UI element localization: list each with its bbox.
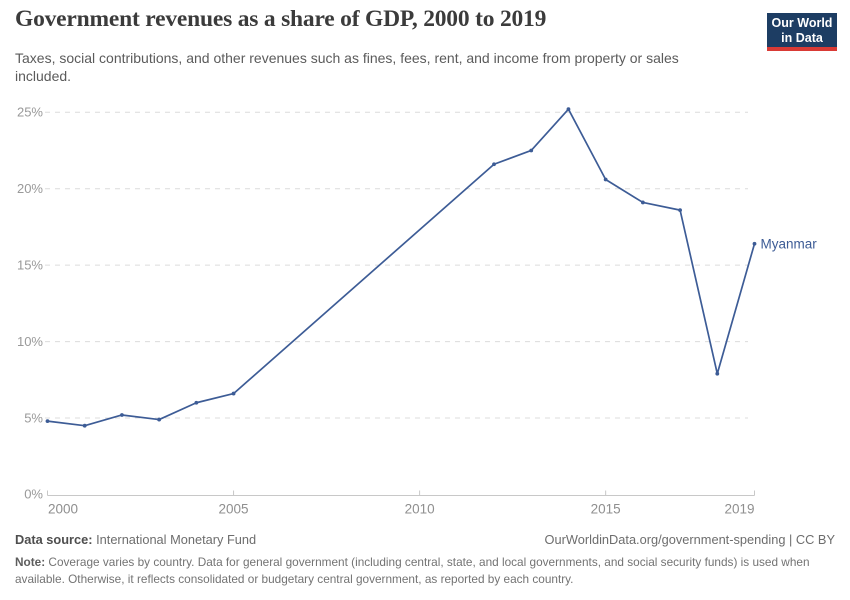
owid-logo: Our World in Data — [767, 13, 837, 51]
data-point-marker-Myanmar-2019[interactable] — [752, 241, 757, 246]
data-source-label: Data source: — [15, 532, 93, 547]
owid-logo-line2: in Data — [781, 30, 823, 45]
footer-note-label: Note: — [15, 555, 46, 569]
data-point-marker-Myanmar-2000[interactable] — [45, 419, 50, 424]
y-tick-label-10%: 10% — [17, 334, 43, 349]
x-tick-label-2000: 2000 — [48, 502, 78, 517]
y-tick-label-0%: 0% — [24, 487, 43, 502]
data-point-marker-Myanmar-2016[interactable] — [640, 200, 645, 205]
x-tick-label-2005: 2005 — [219, 502, 249, 517]
series-line-Myanmar[interactable] — [46, 108, 756, 427]
data-point-marker-Myanmar-2013[interactable] — [529, 148, 534, 153]
data-source: Data source: International Monetary Fund — [15, 532, 256, 547]
license-link[interactable]: OurWorldinData.org/government-spending |… — [544, 532, 835, 547]
footer-note-text: Coverage varies by country. Data for gen… — [15, 555, 810, 586]
data-point-marker-Myanmar-2014[interactable] — [566, 107, 571, 112]
data-point-marker-Myanmar-2003[interactable] — [157, 417, 162, 422]
y-tick-label-15%: 15% — [17, 257, 43, 272]
x-tick-label-2010: 2010 — [405, 502, 435, 517]
y-tick-label-25%: 25% — [17, 104, 43, 119]
x-tick-label-2019: 2019 — [724, 502, 754, 517]
footer-source-row: Data source: International Monetary Fund… — [15, 532, 835, 547]
data-point-marker-Myanmar-2001[interactable] — [82, 423, 87, 428]
owid-logo-line1: Our World — [771, 16, 833, 30]
x-tick-label-2015: 2015 — [591, 502, 621, 517]
y-tick-label-20%: 20% — [17, 181, 43, 196]
chart-subtitle: Taxes, social contributions, and other r… — [15, 50, 679, 85]
data-point-marker-Myanmar-2002[interactable] — [120, 413, 124, 417]
data-point-marker-Myanmar-2005[interactable] — [231, 391, 236, 396]
data-point-marker-Myanmar-2012[interactable] — [492, 162, 496, 167]
footer-note: Note: Coverage varies by country. Data f… — [15, 554, 834, 588]
data-point-marker-Myanmar-2004[interactable] — [194, 400, 199, 405]
page-title: Government revenues as a share of GDP, 2… — [15, 6, 547, 32]
data-source-value: International Monetary Fund — [92, 532, 257, 547]
data-point-marker-Myanmar-2017[interactable] — [678, 208, 682, 213]
data-point-marker-Myanmar-2018[interactable] — [715, 371, 720, 376]
data-point-marker-Myanmar-2015[interactable] — [603, 177, 608, 182]
y-tick-label-5%: 5% — [24, 410, 43, 425]
series-label-Myanmar: Myanmar — [761, 236, 818, 251]
